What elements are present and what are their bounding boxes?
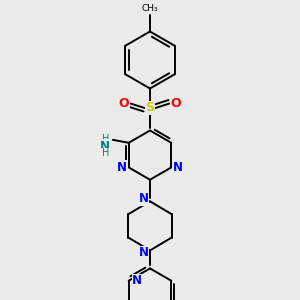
Text: N: N <box>173 161 183 174</box>
Text: O: O <box>171 97 182 110</box>
Text: N: N <box>132 274 142 287</box>
Text: N: N <box>138 246 148 259</box>
Text: CH₃: CH₃ <box>142 4 158 13</box>
Text: H: H <box>102 148 109 158</box>
Text: O: O <box>118 97 129 110</box>
Text: N: N <box>117 161 127 174</box>
Text: S: S <box>146 101 154 115</box>
Text: N: N <box>138 192 148 206</box>
Text: H: H <box>102 134 109 144</box>
Text: N: N <box>100 140 110 153</box>
